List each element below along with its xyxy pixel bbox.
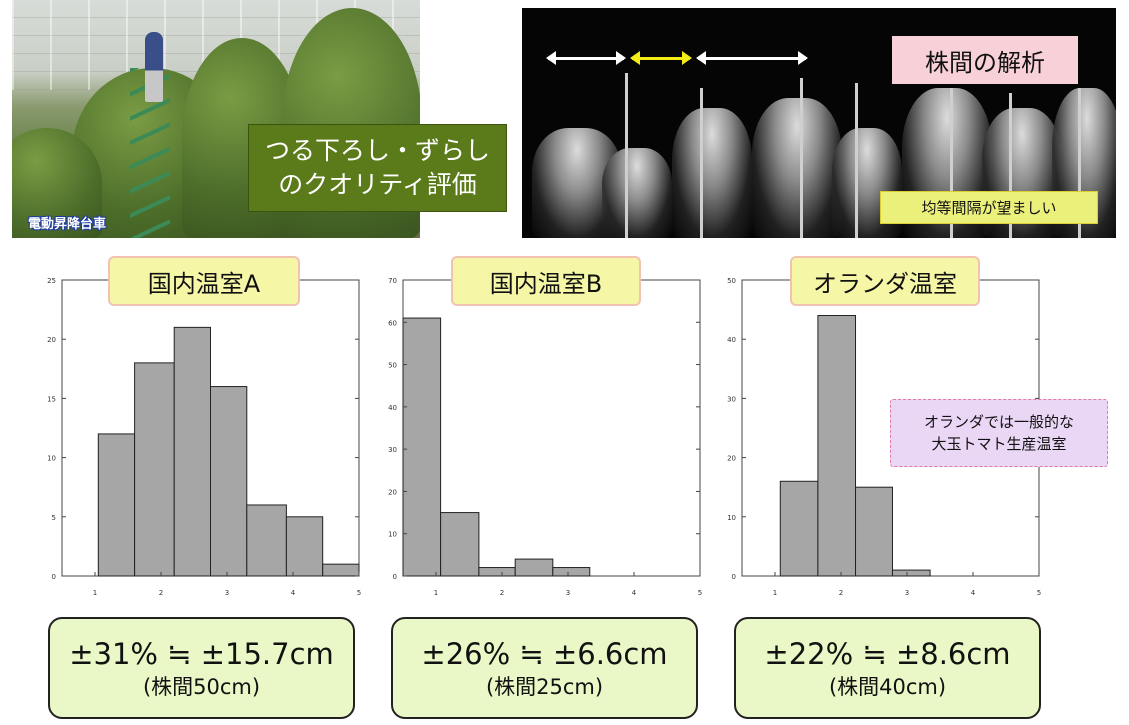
spacing-arrow-highlight — [630, 51, 692, 65]
histogram-bar — [173, 326, 211, 577]
summary-spacing: (株間50cm) — [142, 675, 261, 699]
y-tick-label: 20 — [47, 336, 56, 344]
histogram-bar — [891, 569, 931, 577]
histogram-bar — [246, 504, 287, 577]
plant-silhouette — [602, 148, 672, 238]
x-tick-label: 4 — [632, 589, 637, 597]
histogram-bar — [779, 480, 819, 577]
plant-spacing-image: 株間の解析 均等間隔が望ましい — [522, 8, 1116, 238]
y-tick-label: 40 — [727, 336, 736, 344]
summary-box-netherlands: ±22% ≒ ±8.6cm (株間40cm) — [734, 617, 1041, 719]
histogram-bar — [817, 315, 857, 577]
plant-stem — [700, 88, 703, 238]
summary-variation: ±22% ≒ ±8.6cm — [764, 637, 1011, 671]
quality-label-line2: のクオリティ評価 — [278, 170, 477, 199]
y-tick-label: 5 — [52, 514, 56, 522]
quality-label-line1: つる下ろし・ずらし — [264, 136, 490, 165]
histogram-bar — [478, 567, 516, 577]
y-tick-label: 10 — [727, 514, 736, 522]
y-tick-label: 30 — [388, 446, 397, 454]
x-tick-label: 1 — [773, 589, 777, 597]
histogram-bar — [97, 433, 136, 577]
plant-silhouette — [672, 108, 752, 238]
x-tick-label: 4 — [291, 589, 296, 597]
x-tick-label: 5 — [357, 589, 361, 597]
plant-stem — [800, 78, 803, 238]
plant-silhouette — [752, 98, 842, 238]
y-tick-label: 0 — [52, 573, 56, 581]
plant-stem — [625, 73, 628, 238]
histogram-bar — [855, 486, 893, 577]
y-tick-label: 20 — [727, 455, 736, 463]
summary-spacing: (株間40cm) — [828, 675, 947, 699]
x-tick-label: 3 — [566, 589, 570, 597]
summary-variation: ±31% ≒ ±15.7cm — [69, 637, 334, 671]
chart-title-a: 国内温室A — [108, 256, 300, 306]
y-tick-label: 50 — [727, 277, 736, 285]
photo-caption: 電動昇降台車 — [28, 217, 107, 232]
summary-spacing: (株間25cm) — [485, 675, 604, 699]
y-tick-label: 20 — [388, 488, 397, 496]
x-tick-label: 2 — [159, 589, 163, 597]
x-tick-label: 5 — [1037, 589, 1041, 597]
x-tick-label: 3 — [905, 589, 909, 597]
x-tick-label: 1 — [93, 589, 97, 597]
y-tick-label: 40 — [388, 404, 397, 412]
chart-title-netherlands: オランダ温室 — [790, 256, 980, 306]
x-tick-label: 1 — [434, 589, 438, 597]
x-tick-label: 3 — [225, 589, 229, 597]
y-tick-label: 30 — [727, 395, 736, 403]
x-tick-label: 5 — [698, 589, 702, 597]
histogram-bar — [134, 362, 175, 577]
histogram-bar — [514, 558, 554, 577]
summary-box-a: ±31% ≒ ±15.7cm (株間50cm) — [48, 617, 355, 719]
tomato-plants — [12, 128, 102, 238]
histogram-bar — [440, 512, 480, 577]
worker-figure — [145, 32, 163, 102]
y-tick-label: 25 — [47, 277, 56, 285]
y-tick-label: 0 — [393, 573, 397, 581]
histogram-bar — [285, 516, 324, 577]
x-tick-label: 2 — [500, 589, 504, 597]
y-tick-label: 50 — [388, 362, 397, 370]
plant-stem — [855, 83, 858, 238]
spacing-analysis-title: 株間の解析 — [892, 36, 1078, 84]
y-tick-label: 15 — [47, 395, 56, 403]
y-tick-label: 70 — [388, 277, 397, 285]
netherlands-note-line1: オランダでは一般的な — [923, 413, 1074, 431]
even-spacing-note: 均等間隔が望ましい — [880, 191, 1098, 224]
netherlands-note-line2: 大玉トマト生産温室 — [931, 435, 1067, 453]
plant-stem — [1078, 88, 1081, 238]
x-tick-label: 4 — [971, 589, 976, 597]
y-tick-label: 60 — [388, 319, 397, 327]
y-tick-label: 10 — [47, 455, 56, 463]
histogram-bar — [210, 386, 248, 577]
histogram-bar — [322, 563, 360, 577]
x-tick-label: 2 — [839, 589, 843, 597]
y-tick-label: 10 — [388, 531, 397, 539]
plant-stem — [1009, 93, 1012, 238]
chart-title-b: 国内温室B — [451, 256, 641, 306]
quality-evaluation-label: つる下ろし・ずらし のクオリティ評価 — [248, 124, 507, 212]
summary-box-b: ±26% ≒ ±6.6cm (株間25cm) — [391, 617, 698, 719]
spacing-arrow — [546, 51, 626, 65]
y-tick-label: 0 — [732, 573, 736, 581]
histogram-bar — [402, 317, 442, 577]
summary-variation: ±26% ≒ ±6.6cm — [421, 637, 668, 671]
plant-stem — [950, 88, 953, 238]
netherlands-note: オランダでは一般的な 大玉トマト生産温室 — [890, 399, 1108, 467]
spacing-arrow — [696, 51, 808, 65]
histogram-bar — [552, 567, 591, 577]
